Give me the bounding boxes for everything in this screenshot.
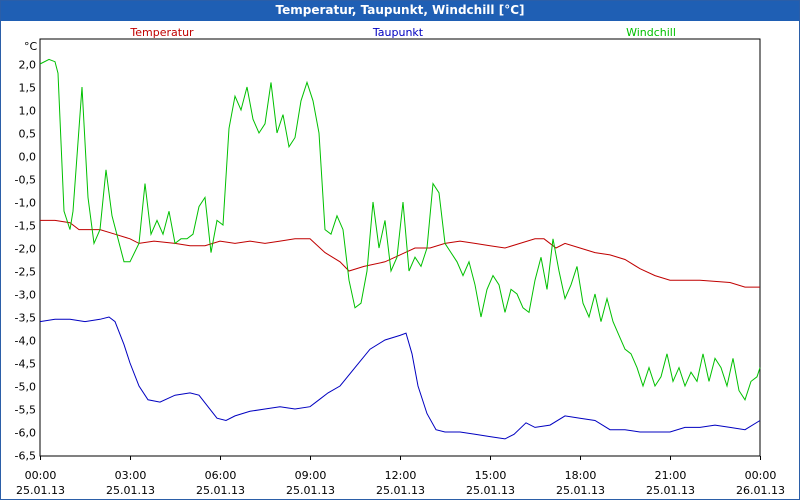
x-tick-date: 25.01.13 — [646, 484, 695, 497]
y-tick-label: -4,0 — [15, 335, 36, 348]
x-tick-date: 25.01.13 — [16, 484, 65, 497]
y-tick-label: -2,0 — [15, 243, 36, 256]
x-tick-time: 09:00 — [295, 469, 327, 482]
y-tick-labels: 2,0 1,5 1,0 0,5 0,0 -0,5 -1,0 -1,5 -2,0 -2,5 -3,0 -… — [15, 59, 36, 463]
y-tick-label: -5,0 — [15, 381, 36, 394]
x-tick-date: 26.01.13 — [736, 484, 785, 497]
y-tick-label: 1,5 — [19, 82, 37, 95]
x-tick-time: 06:00 — [205, 469, 237, 482]
y-tick-label: -5,5 — [15, 404, 36, 417]
y-tick-label: -1,0 — [15, 197, 36, 210]
y-tick-label: -0,5 — [15, 174, 36, 187]
chart-title: Temperatur, Taupunkt, Windchill [°C] — [275, 3, 525, 17]
y-tick-label: -6,5 — [15, 450, 36, 463]
y-tick-label: 0,5 — [19, 128, 37, 141]
x-tick-time: 00:00 — [745, 469, 777, 482]
x-tick-date: 25.01.13 — [376, 484, 425, 497]
y-tick-label: -6,0 — [15, 427, 36, 440]
x-tick-time: 12:00 — [385, 469, 417, 482]
series-lines — [39, 58, 761, 440]
y-tick-label: 0,0 — [19, 151, 37, 164]
x-tick-date: 25.01.13 — [556, 484, 605, 497]
legend-temperatur: Temperatur — [129, 26, 194, 39]
y-tick-label: 2,0 — [19, 59, 37, 72]
series-line-temperatur — [40, 219, 760, 288]
axes — [39, 38, 761, 460]
series-line-taupunkt — [39, 316, 761, 440]
y-axis-unit: °C — [24, 40, 38, 53]
legend-taupunkt: Taupunkt — [372, 26, 424, 39]
y-tick-label: -2,5 — [15, 266, 36, 279]
legend: Temperatur Taupunkt Windchill — [129, 26, 676, 39]
y-tick-label: 1,0 — [19, 105, 37, 118]
x-tick-date: 25.01.13 — [196, 484, 245, 497]
plot-area — [39, 38, 761, 457]
x-tick-date: 25.01.13 — [286, 484, 335, 497]
title-bar: Temperatur, Taupunkt, Windchill [°C] — [1, 1, 799, 21]
y-tick-label: -1,5 — [15, 220, 36, 233]
x-tick-time: 00:00 — [25, 469, 57, 482]
x-tick-date: 25.01.13 — [106, 484, 155, 497]
y-tick-label: -4,5 — [15, 358, 36, 371]
x-tick-labels: 00:00 25.01.13 03:00 25.01.13 06:00 25.01.13 0… — [16, 469, 785, 497]
x-tick-time: 15:00 — [475, 469, 507, 482]
legend-windchill: Windchill — [626, 26, 676, 39]
x-tick-time: 21:00 — [655, 469, 687, 482]
y-tick-label: -3,0 — [15, 289, 36, 302]
x-tick-time: 03:00 — [115, 469, 147, 482]
y-tick-label: -3,5 — [15, 312, 36, 325]
x-tick-date: 25.01.13 — [466, 484, 515, 497]
series-line-windchill — [39, 58, 761, 401]
x-tick-time: 18:00 — [565, 469, 597, 482]
